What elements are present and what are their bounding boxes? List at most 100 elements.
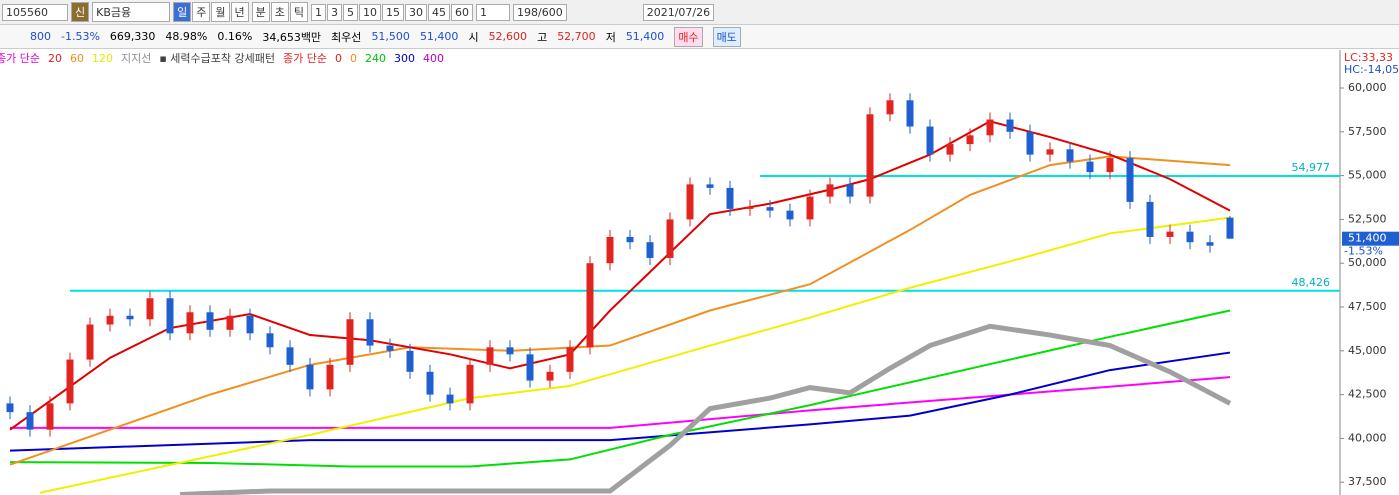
y-tick-label: 37,500	[1348, 475, 1387, 488]
candle-body	[66, 359, 74, 404]
legend-item: 20	[48, 52, 62, 65]
candle-body	[526, 354, 534, 381]
tab-button[interactable]: 1	[311, 3, 326, 21]
candle-body	[206, 312, 214, 330]
signal[interactable]: 신	[71, 2, 90, 22]
high: 52,700	[557, 30, 596, 43]
tab-button[interactable]: 30	[405, 3, 427, 21]
candle-body	[146, 298, 154, 320]
candle-body	[926, 126, 934, 155]
indicator-line	[9, 155, 1231, 466]
y-tick-label: 50,000	[1348, 256, 1387, 269]
bid: 51,400	[419, 30, 459, 43]
low: 51,400	[625, 30, 665, 43]
candle-body	[486, 347, 494, 365]
y-tick-label: 47,500	[1348, 300, 1387, 313]
tab-button[interactable]: 10	[359, 3, 381, 21]
candle-body	[1106, 158, 1114, 173]
change: 800	[30, 30, 51, 43]
change-pct: -1.53%	[61, 30, 100, 43]
candle-body	[786, 210, 794, 220]
tab-button[interactable]: 일	[173, 2, 192, 22]
tab-button[interactable]: 주	[192, 2, 211, 22]
support-label: 48,426	[1292, 276, 1331, 289]
candle-body	[826, 184, 834, 197]
open-label: 시	[468, 30, 479, 44]
candle-body	[626, 236, 634, 243]
candle-body	[866, 114, 874, 197]
candle-body	[966, 135, 974, 145]
sell-button[interactable]: 매도	[712, 26, 741, 47]
count-select[interactable]: 1	[476, 3, 510, 21]
date[interactable]: 2021/07/26	[642, 3, 715, 21]
tab-button[interactable]: 년	[230, 2, 249, 22]
candle-body	[6, 403, 14, 413]
code-input[interactable]: 105560	[2, 3, 68, 21]
candle-body	[446, 394, 454, 404]
price-label: 51,400	[1348, 232, 1387, 245]
candle-body	[1226, 217, 1234, 239]
candle-body	[466, 364, 474, 404]
best-label: 최우선	[331, 30, 362, 44]
low-label: 저	[605, 30, 616, 44]
y-tick-label: 42,500	[1348, 388, 1387, 401]
candle-body	[986, 119, 994, 136]
lc-label: LC:33,33	[1344, 51, 1393, 64]
indicator-line	[10, 376, 1231, 429]
tab-button[interactable]: 월	[211, 2, 230, 22]
price-box	[1342, 231, 1399, 246]
pct-label: -1.53%	[1344, 245, 1383, 258]
candle-body	[286, 347, 294, 365]
tab-button[interactable]: 틱	[289, 2, 308, 22]
y-tick-label: 40,000	[1348, 431, 1387, 444]
candle-body	[1066, 149, 1074, 162]
legend-item: 240	[365, 52, 386, 65]
legend-item: ▪ 세력수급포착 강세패턴	[159, 52, 275, 65]
candle-body	[506, 347, 514, 355]
candle-body	[306, 364, 314, 390]
tab-button[interactable]: 5	[343, 3, 358, 21]
indicator-line	[9, 309, 1231, 468]
candle-body	[766, 207, 774, 211]
candle-body	[886, 100, 894, 115]
legend-item: 종가 단순	[0, 52, 40, 65]
candle-body	[1186, 231, 1194, 243]
candle-body	[366, 319, 374, 346]
ask: 51,500	[371, 30, 410, 43]
candle-body	[126, 315, 134, 320]
legend-item: 지지선	[121, 52, 151, 65]
legend-item: 0	[350, 52, 357, 65]
tab-button[interactable]: 15	[382, 3, 404, 21]
hc-label: HC:-14,05	[1344, 63, 1399, 76]
high-label: 고	[537, 30, 548, 44]
candle-body	[1086, 161, 1094, 173]
candle-body	[106, 315, 114, 325]
tab-button[interactable]: 3	[327, 3, 342, 21]
buy-button[interactable]: 매수	[674, 26, 703, 47]
stock-name[interactable]: KB금융	[92, 2, 171, 22]
turnover: 0.16%	[217, 30, 253, 43]
candle-body	[1046, 149, 1054, 155]
candle-body	[26, 412, 34, 430]
candle-body	[46, 403, 54, 430]
candle-body	[326, 364, 334, 390]
tab-button[interactable]: 분	[251, 2, 270, 22]
candle-body	[1126, 158, 1134, 202]
indicator-line	[39, 216, 1231, 494]
tab-button[interactable]: 초	[270, 2, 289, 22]
chart: 종가 단순 20 60 120 지지선 ▪ 세력수급포착 강세패턴 종가 단순 0 0 240 30…	[0, 50, 1399, 495]
legend-item: 종가 단순	[283, 52, 327, 65]
candle-body	[1026, 131, 1034, 155]
candle-body	[946, 144, 954, 155]
chart-area	[6, 93, 1234, 495]
tab-button[interactable]: 45	[428, 3, 450, 21]
candle-body	[666, 219, 674, 258]
candle-body	[746, 207, 754, 209]
legend-item: 120	[92, 52, 113, 65]
candle-body	[1206, 242, 1214, 246]
tab-button[interactable]: 60	[451, 3, 473, 21]
candle-body	[726, 187, 734, 209]
